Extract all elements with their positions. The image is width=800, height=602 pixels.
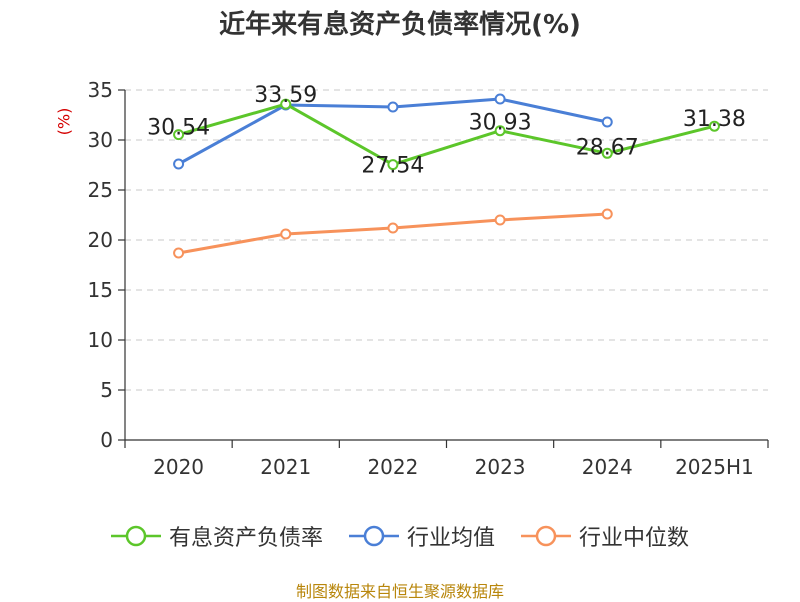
series-1-point-2024 xyxy=(601,116,613,128)
series-0-point-2023 xyxy=(494,125,506,137)
legend-item-series-1[interactable]: 行业均值 xyxy=(348,520,495,552)
y-tick-label-35: 35 xyxy=(88,78,113,102)
legend-marker-series-1 xyxy=(348,525,399,547)
series-line-0 xyxy=(178,102,715,167)
series-2-point-2022 xyxy=(387,222,399,234)
legend-label-series-2: 行业中位数 xyxy=(579,526,690,551)
data-label-2023: 30.93 xyxy=(469,111,532,136)
y-tick-label-5: 5 xyxy=(100,378,113,402)
series-2-point-2023 xyxy=(494,214,506,226)
chart-title: 近年来有息资产负债率情况(%) xyxy=(219,10,581,40)
series-0-point-2022 xyxy=(387,159,399,171)
y-tick-label-25: 25 xyxy=(88,178,113,202)
x-tick-label-2020: 2020 xyxy=(153,455,204,479)
series-2-point-2024 xyxy=(601,208,613,220)
x-tick-label-2021: 2021 xyxy=(260,455,311,479)
series-1-point-2022 xyxy=(387,101,399,113)
series-0-point-2024 xyxy=(601,147,613,159)
series-0-point-2025H1 xyxy=(708,120,720,132)
legend: 有息资产负债率 行业均值 行业中位数 xyxy=(0,520,800,552)
legend-marker-series-2 xyxy=(521,525,571,547)
series-0-point-2020 xyxy=(173,129,185,141)
y-tick-label-15: 15 xyxy=(88,278,113,302)
x-tick-label-2024: 2024 xyxy=(582,455,633,479)
data-label-2020: 30.54 xyxy=(147,116,210,141)
series-1-point-2020 xyxy=(173,158,185,170)
series-1-point-2023 xyxy=(494,93,506,105)
series-2-point-2020 xyxy=(173,247,185,259)
legend-label-series-1: 行业均值 xyxy=(406,526,495,551)
data-label-2024: 28.67 xyxy=(576,135,639,160)
data-label-2022: 27.54 xyxy=(361,154,424,179)
legend-marker-series-0 xyxy=(110,525,161,547)
data-label-2021: 33.59 xyxy=(254,83,317,108)
y-tick-label-0: 0 xyxy=(100,428,113,452)
y-tick-label-20: 20 xyxy=(88,228,113,252)
legend-item-series-2[interactable]: 行业中位数 xyxy=(521,520,689,552)
x-tick-label-2025H1: 2025H1 xyxy=(675,455,754,479)
y-tick-label-30: 30 xyxy=(88,128,113,152)
source-note: 制图数据来自恒生聚源数据库 xyxy=(295,582,504,601)
series-0-point-2021 xyxy=(280,98,292,110)
legend-label-series-0: 有息资产负债率 xyxy=(168,526,323,551)
x-tick-label-2022: 2022 xyxy=(367,455,418,479)
x-tick-label-2023: 2023 xyxy=(475,455,526,479)
data-label-2025H1: 31.38 xyxy=(683,107,746,132)
y-tick-label-10: 10 xyxy=(88,328,113,352)
series-2-point-2021 xyxy=(280,228,292,240)
legend-item-series-0[interactable]: 有息资产负债率 xyxy=(110,520,323,552)
